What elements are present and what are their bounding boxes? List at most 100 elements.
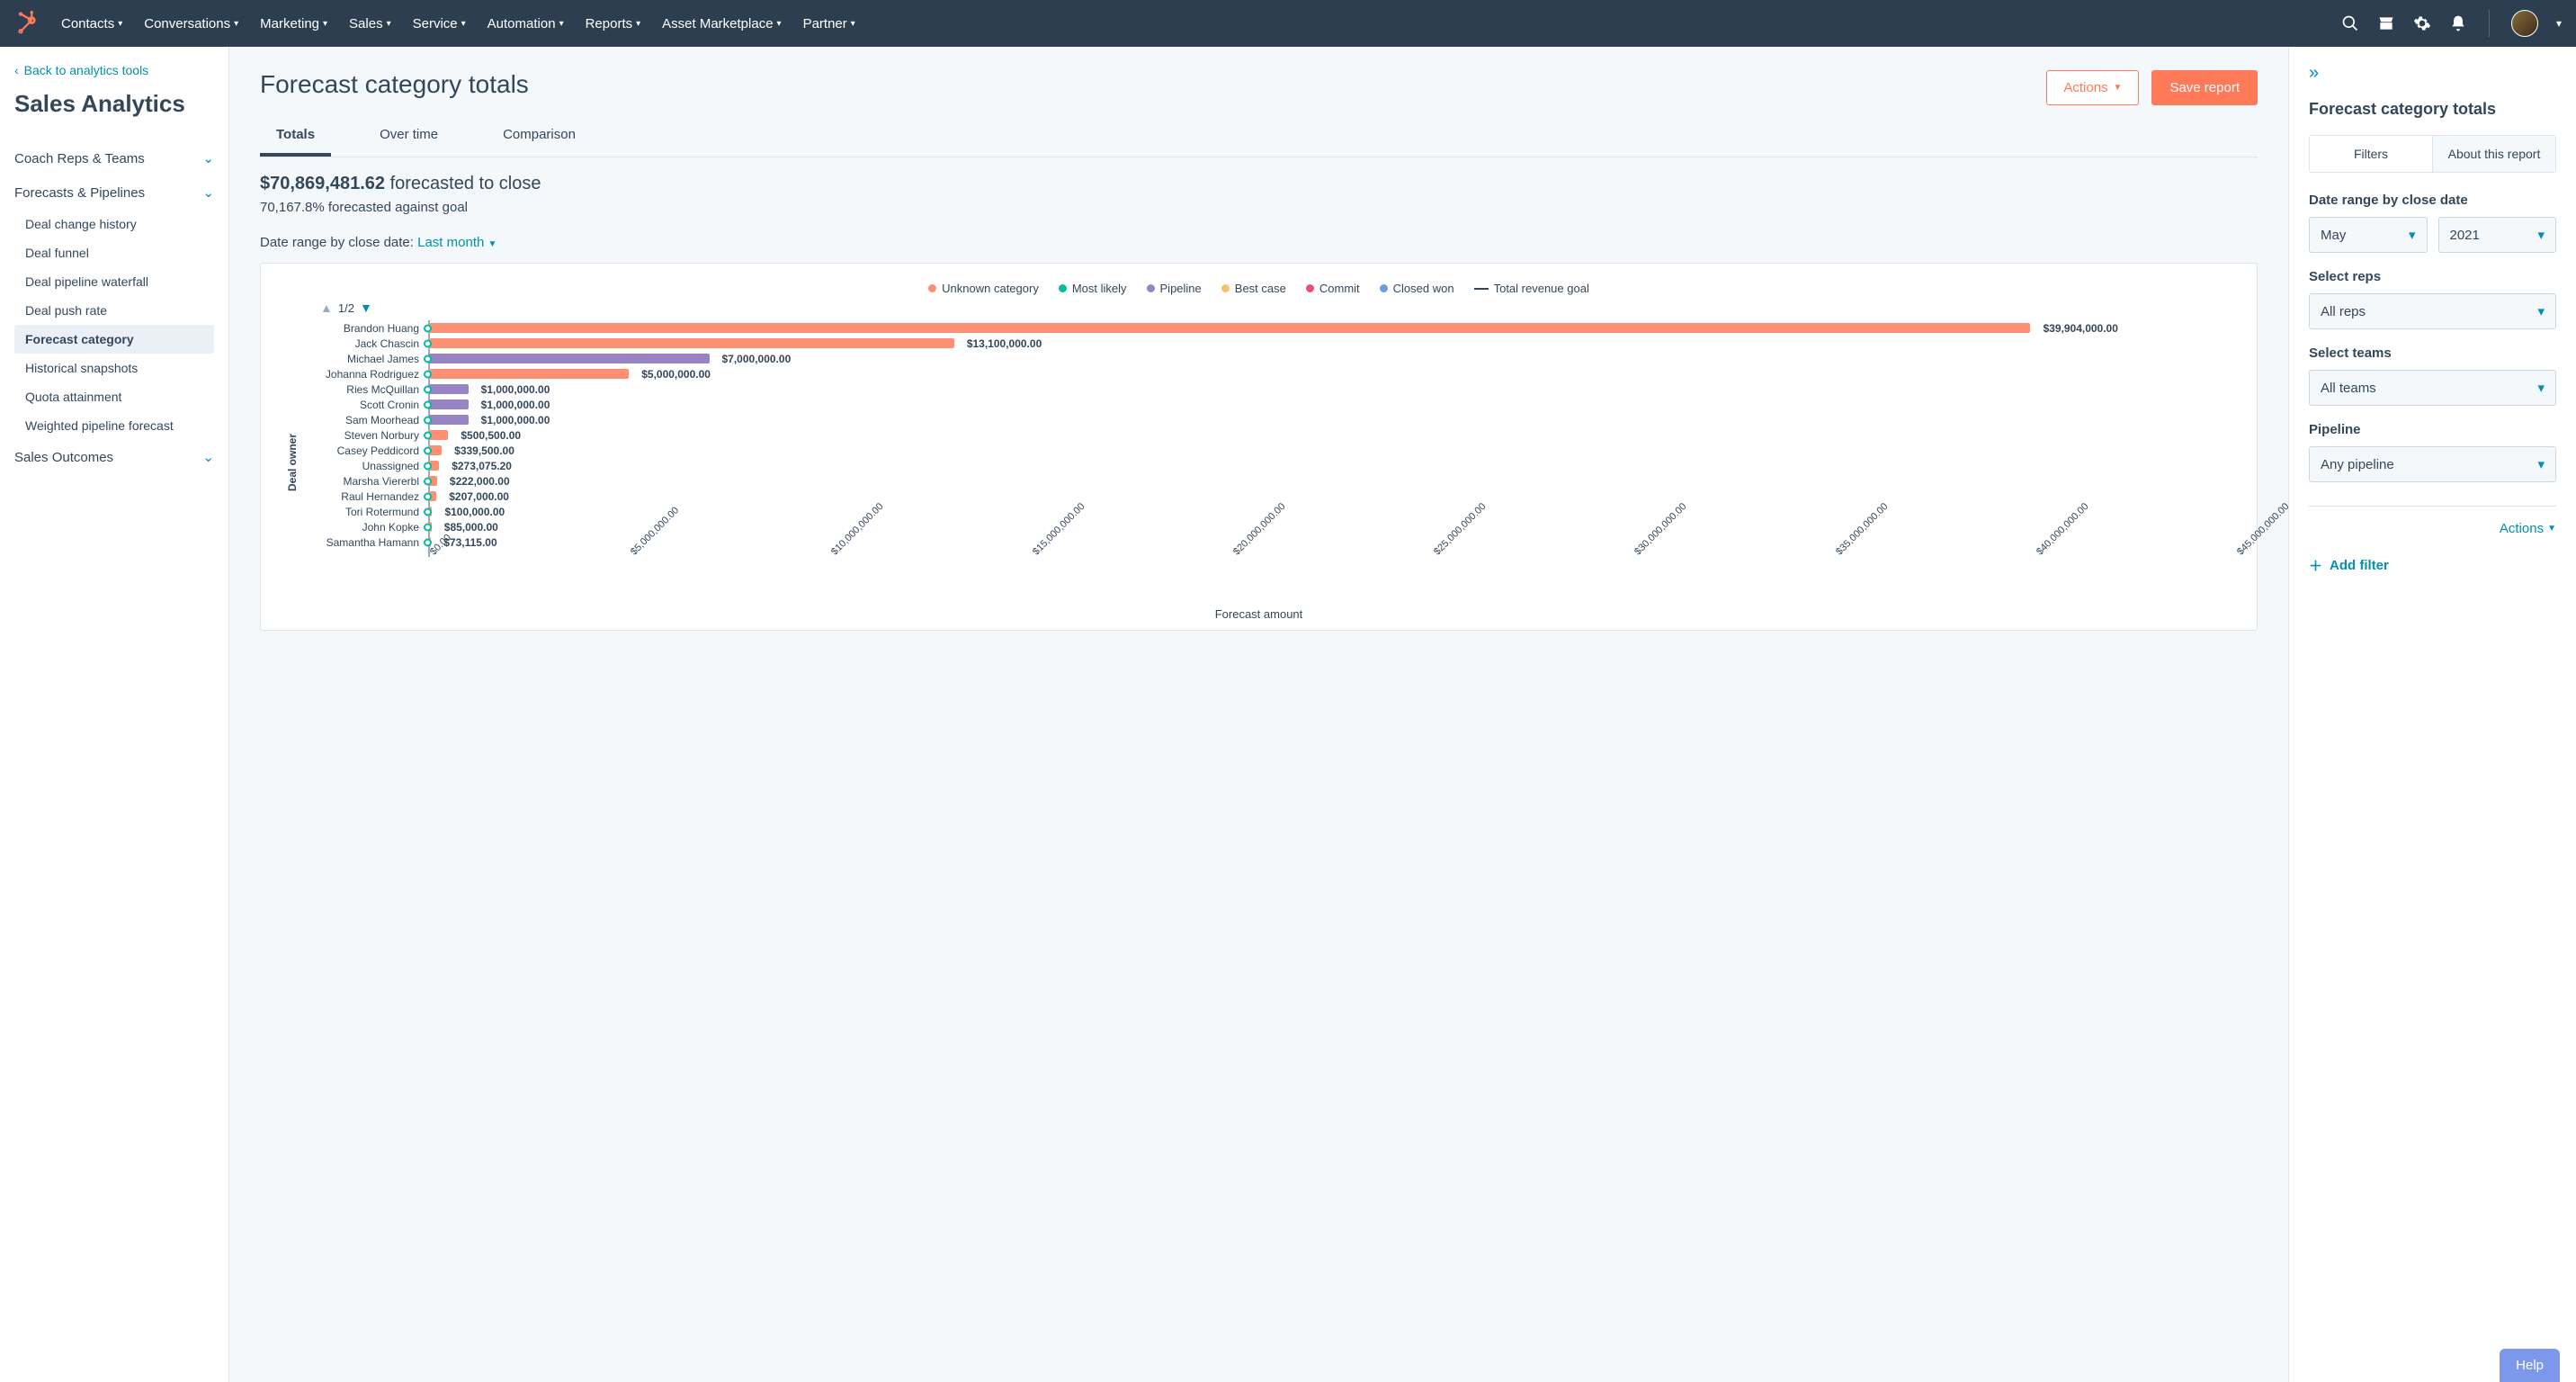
right-tabs: FiltersAbout this report: [2309, 135, 2556, 173]
right-tab[interactable]: About this report: [2433, 136, 2555, 172]
caret-down-icon: ▾: [2409, 227, 2416, 243]
goal-marker-icon: [424, 446, 432, 454]
chart-row: Michael James$7,000,000.00: [302, 351, 2235, 366]
chart-row: Ries McQuillan$1,000,000.00: [302, 381, 2235, 397]
avatar[interactable]: [2511, 10, 2538, 37]
goal-marker-icon: [424, 507, 432, 516]
chart-ylabel: Deal owner: [282, 320, 302, 604]
chart-row: Jack Chascin$13,100,000.00: [302, 336, 2235, 351]
goal-marker-icon: [424, 538, 432, 546]
legend-item: Most likely: [1059, 282, 1127, 295]
nav-item[interactable]: Reports ▾: [586, 16, 641, 31]
sidebar-section[interactable]: Coach Reps & Teams⌄: [14, 141, 228, 175]
chart-row: Samantha Hamann$73,115.00: [302, 534, 2235, 550]
search-icon[interactable]: [2341, 14, 2359, 32]
month-select[interactable]: May▾: [2309, 217, 2428, 253]
legend-item: Unknown category: [928, 282, 1039, 295]
caret-down-icon: ▾: [2537, 227, 2545, 243]
legend-item: Best case: [1221, 282, 1286, 295]
sub-summary: 70,167.8% forecasted against goal: [260, 200, 2258, 215]
page-title: Forecast category totals: [260, 70, 529, 99]
add-filter-button[interactable]: ＋Add filter: [2309, 556, 2556, 575]
left-sidebar: ‹ Back to analytics tools Sales Analytic…: [0, 47, 229, 1382]
chart-legend: Unknown category Most likely Pipeline Best …: [282, 282, 2235, 295]
sidebar-title: Sales Analytics: [14, 90, 228, 118]
daterange-value[interactable]: Last month ▼: [417, 235, 496, 250]
caret-down-icon: ▼: [488, 239, 497, 249]
legend-item: Commit: [1306, 282, 1360, 295]
teams-select[interactable]: All teams▾: [2309, 370, 2556, 406]
pager-next-icon[interactable]: ▼: [360, 301, 372, 315]
goal-marker-icon: [424, 416, 432, 424]
chart-row: Casey Peddicord$339,500.00: [302, 443, 2235, 458]
chart-row: Sam Moorhead$1,000,000.00: [302, 412, 2235, 427]
goal-marker-icon: [424, 462, 432, 470]
legend-item: Closed won: [1380, 282, 1454, 295]
back-link[interactable]: ‹ Back to analytics tools: [14, 63, 228, 77]
pipeline-select[interactable]: Any pipeline▾: [2309, 446, 2556, 482]
caret-down-icon: ▼: [2114, 83, 2123, 93]
sidebar-item[interactable]: Historical snapshots: [14, 354, 214, 382]
chart-xticks: $0.00$5,000,000.00$10,000,000.00$15,000,…: [428, 550, 2235, 604]
goal-marker-icon: [424, 354, 432, 363]
sidebar-item[interactable]: Deal push rate: [14, 296, 214, 325]
goal-marker-icon: [424, 324, 432, 332]
sidebar-item[interactable]: Weighted pipeline forecast: [14, 411, 214, 440]
summary-line: $70,869,481.62 forecasted to close: [260, 174, 2258, 194]
sidebar-item[interactable]: Deal change history: [14, 210, 214, 238]
hubspot-logo-icon[interactable]: [14, 11, 40, 36]
nav-item[interactable]: Marketing ▾: [260, 16, 327, 31]
sidebar-item[interactable]: Deal pipeline waterfall: [14, 267, 214, 296]
goal-marker-icon: [424, 370, 432, 378]
nav-item[interactable]: Conversations ▾: [144, 16, 238, 31]
teams-label: Select teams: [2309, 346, 2556, 361]
expand-icon[interactable]: »: [2309, 63, 2556, 84]
actions-button[interactable]: Actions▼: [2046, 70, 2139, 105]
chart-row: Marsha Viererbl$222,000.00: [302, 473, 2235, 489]
goal-marker-icon: [424, 492, 432, 500]
chart-row: Raul Hernandez$207,000.00: [302, 489, 2235, 504]
caret-down-icon: ▼: [2547, 524, 2556, 534]
chevron-down-icon[interactable]: ▾: [2556, 17, 2562, 30]
pager-text: 1/2: [338, 301, 354, 315]
main-tabs: Totals Over time Comparison: [260, 116, 2258, 157]
top-nav: Contacts ▾ Conversations ▾ Marketing ▾ Sale…: [0, 0, 2576, 47]
sidebar-item[interactable]: Quota attainment: [14, 382, 214, 411]
nav-item[interactable]: Asset Marketplace ▾: [662, 16, 781, 31]
bell-icon[interactable]: [2449, 14, 2467, 32]
sidebar-item[interactable]: Forecast category: [14, 325, 214, 354]
legend-item: Pipeline: [1147, 282, 1202, 295]
legend-item: Total revenue goal: [1474, 282, 1589, 295]
tab[interactable]: Over time: [363, 116, 454, 157]
nav-item[interactable]: Partner ▾: [803, 16, 855, 31]
daterange-row: Date range by close date: Last month ▼: [260, 235, 2258, 250]
chart-row: Brandon Huang$39,904,000.00: [302, 320, 2235, 336]
pager-prev-icon[interactable]: ▲: [320, 301, 333, 315]
goal-marker-icon: [424, 431, 432, 439]
chart-xlabel: Forecast amount: [282, 607, 2235, 621]
nav-item[interactable]: Automation ▾: [487, 16, 564, 31]
reps-label: Select reps: [2309, 269, 2556, 284]
caret-down-icon: ▾: [2537, 456, 2545, 472]
gear-icon[interactable]: [2413, 14, 2431, 32]
right-panel: » Forecast category totals FiltersAbout …: [2288, 47, 2576, 1382]
tab[interactable]: Totals: [260, 116, 331, 157]
nav-item[interactable]: Contacts ▾: [61, 16, 122, 31]
right-title: Forecast category totals: [2309, 100, 2556, 119]
tab[interactable]: Comparison: [487, 116, 592, 157]
marketplace-icon[interactable]: [2377, 14, 2395, 32]
help-button[interactable]: Help: [2500, 1349, 2560, 1382]
right-actions-link[interactable]: Actions ▼: [2309, 521, 2556, 536]
sidebar-section[interactable]: Forecasts & Pipelines⌄: [14, 175, 228, 210]
goal-marker-icon: [424, 400, 432, 408]
nav-items: Contacts ▾ Conversations ▾ Marketing ▾ Sale…: [61, 16, 2341, 31]
reps-select[interactable]: All reps▾: [2309, 293, 2556, 329]
save-report-button[interactable]: Save report: [2151, 70, 2258, 105]
sidebar-section[interactable]: Sales Outcomes⌄: [14, 440, 228, 474]
sidebar-item[interactable]: Deal funnel: [14, 238, 214, 267]
nav-item[interactable]: Sales ▾: [349, 16, 391, 31]
right-tab[interactable]: Filters: [2310, 136, 2433, 172]
year-select[interactable]: 2021▾: [2438, 217, 2557, 253]
caret-down-icon: ▾: [2537, 380, 2545, 396]
nav-item[interactable]: Service ▾: [413, 16, 466, 31]
